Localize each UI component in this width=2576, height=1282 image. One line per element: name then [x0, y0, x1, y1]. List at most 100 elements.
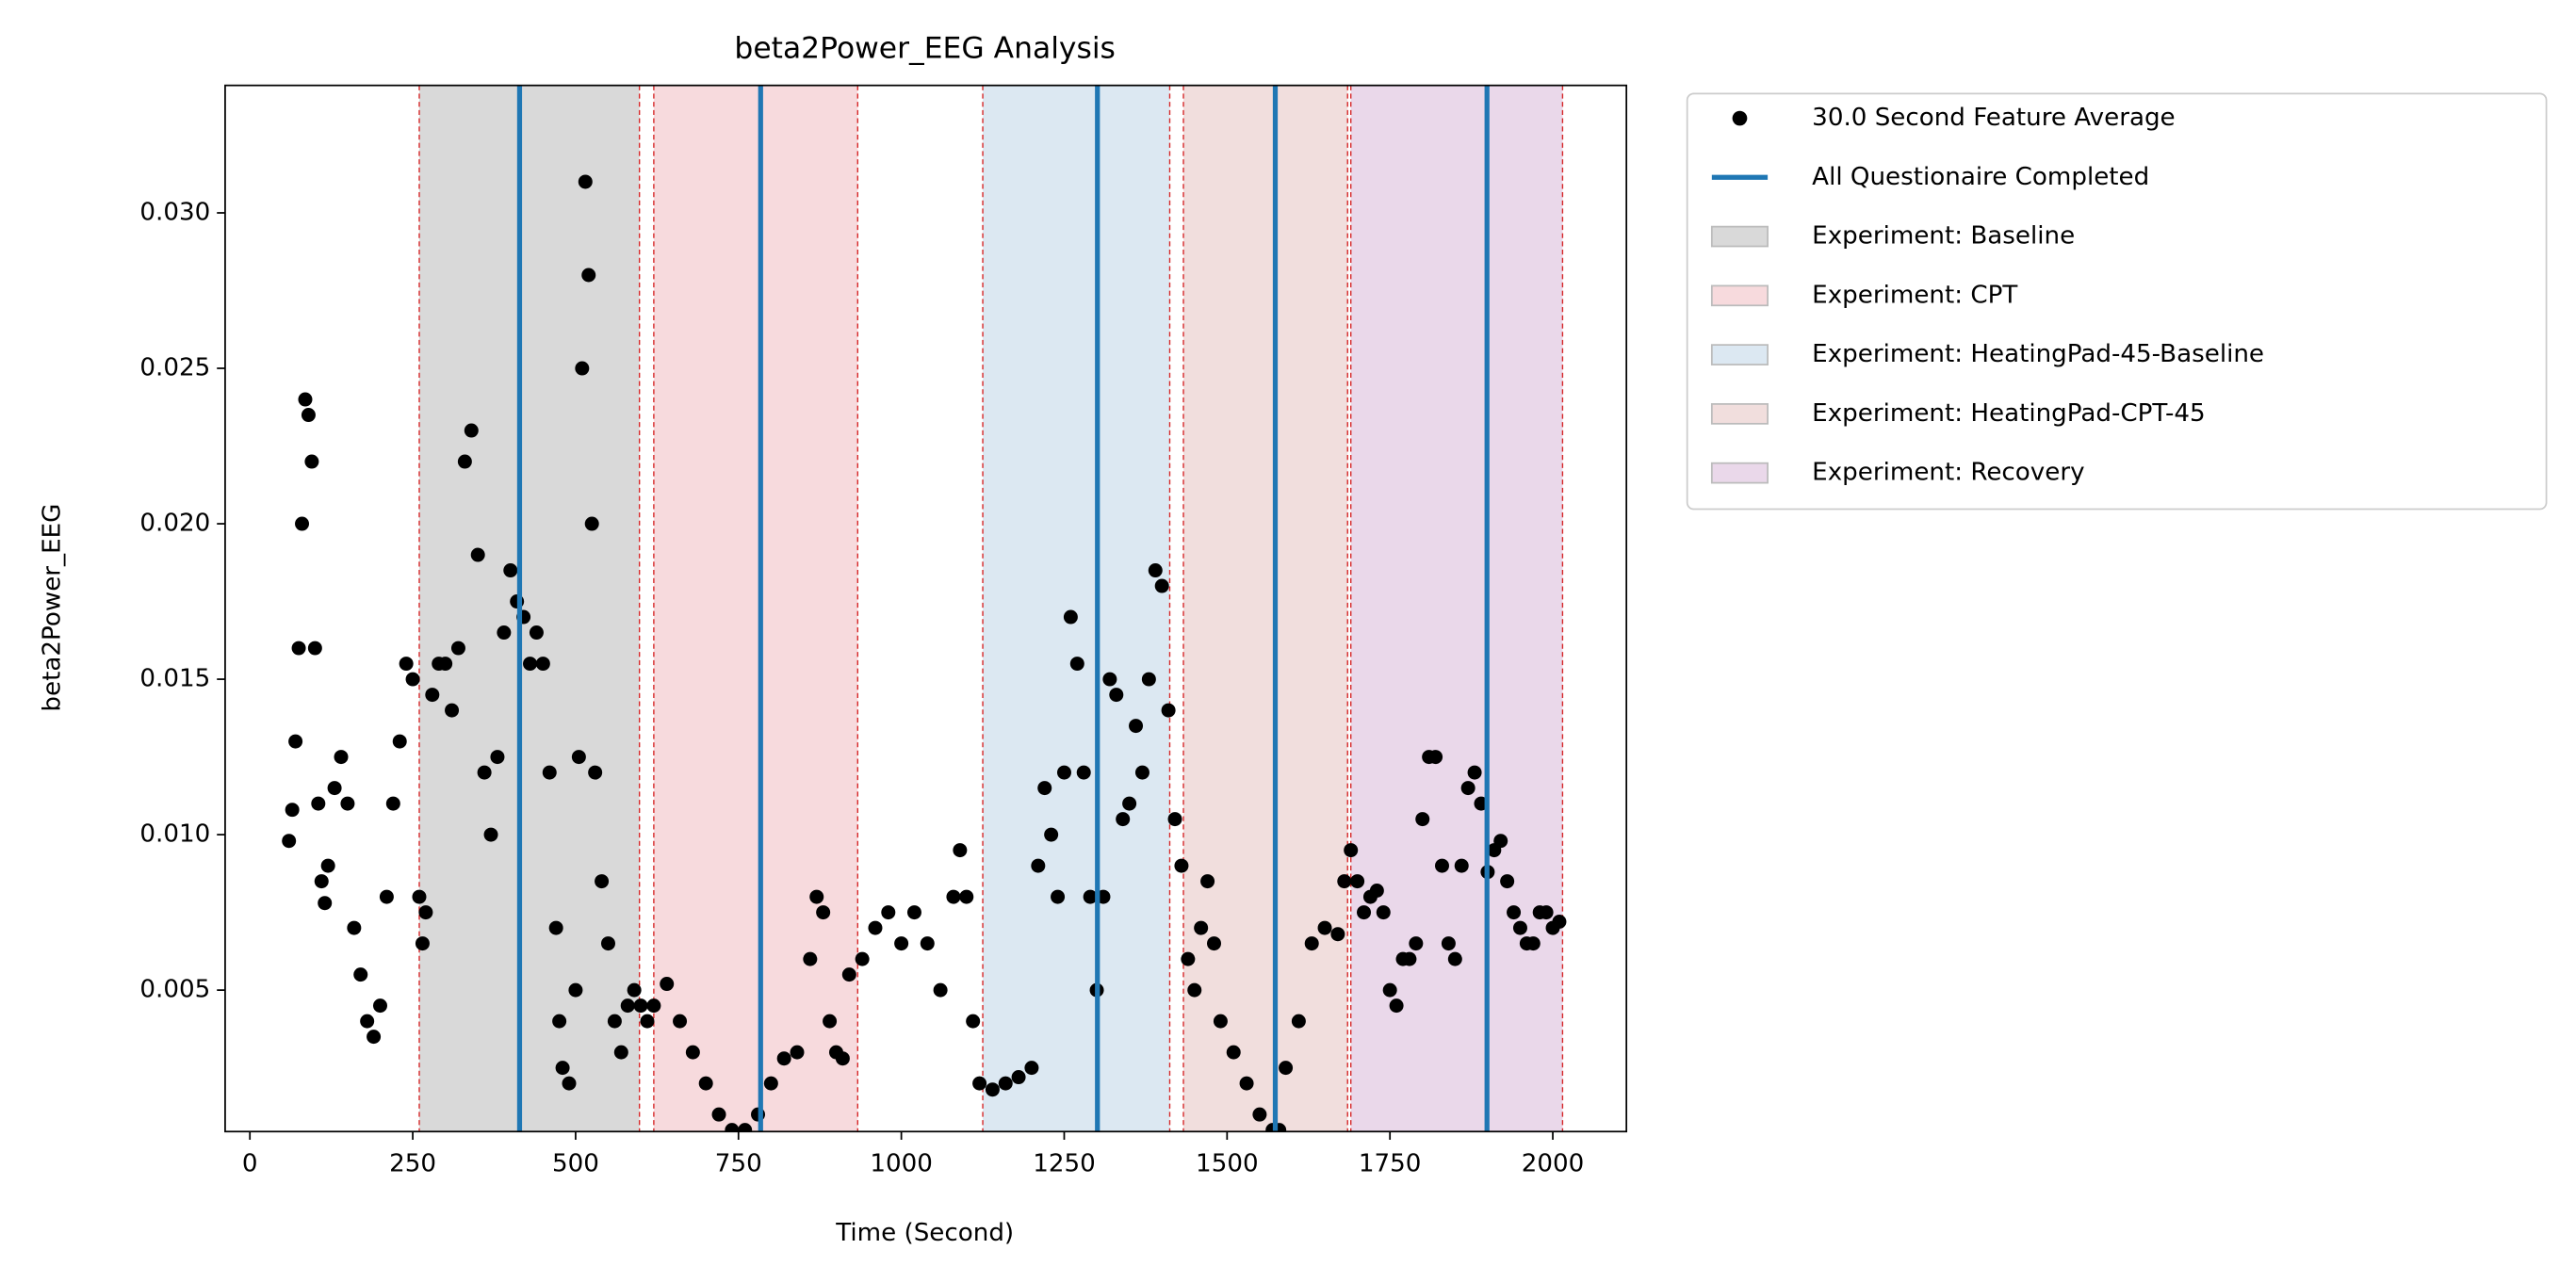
data-point — [548, 920, 563, 935]
legend-marker — [1732, 110, 1748, 126]
data-point — [1161, 703, 1176, 718]
data-point — [405, 672, 420, 687]
data-point — [298, 392, 313, 407]
data-point — [503, 563, 518, 578]
data-point — [1051, 889, 1066, 904]
data-point — [1024, 1061, 1039, 1076]
data-point — [920, 936, 935, 951]
legend-label: Experiment: Baseline — [1812, 222, 2075, 251]
data-point — [523, 657, 538, 672]
data-point — [1116, 812, 1131, 827]
data-point — [367, 1030, 382, 1045]
data-point — [288, 734, 303, 749]
data-point — [415, 936, 430, 951]
data-point — [640, 1014, 655, 1029]
data-point — [946, 889, 961, 904]
data-point — [1415, 812, 1430, 827]
data-point — [1454, 858, 1469, 873]
data-point — [529, 625, 544, 641]
data-point — [1239, 1076, 1254, 1091]
data-point — [360, 1014, 375, 1029]
data-point — [588, 765, 603, 780]
data-point — [1200, 874, 1215, 889]
data-point — [1187, 982, 1202, 998]
data-point — [340, 796, 355, 811]
data-point — [295, 516, 310, 531]
data-point — [985, 1082, 1000, 1097]
data-point — [1044, 827, 1059, 842]
legend: 30.0 Second Feature Average All Questiona… — [1686, 92, 2548, 511]
data-point — [809, 889, 824, 904]
data-point — [1435, 858, 1449, 873]
data-point — [1409, 936, 1424, 951]
data-point — [1279, 1061, 1294, 1076]
data-point — [568, 982, 583, 998]
data-point — [314, 874, 329, 889]
data-point — [1122, 796, 1137, 811]
data-point — [450, 641, 465, 656]
data-point — [1174, 858, 1189, 873]
legend-marker — [1710, 462, 1769, 484]
data-point — [1507, 905, 1522, 920]
data-point — [412, 889, 427, 904]
data-point — [477, 765, 492, 780]
data-point — [1037, 781, 1052, 796]
data-point — [483, 827, 498, 842]
data-point — [1252, 1107, 1267, 1122]
data-point — [953, 843, 968, 858]
span — [418, 85, 640, 1132]
data-point — [285, 803, 300, 818]
data-point — [581, 268, 596, 283]
data-point — [998, 1076, 1013, 1091]
data-point — [1500, 874, 1515, 889]
y-tick-label: 0.005 — [139, 976, 210, 1004]
plot-area — [282, 85, 1567, 1132]
data-point — [457, 454, 472, 469]
data-point — [906, 905, 921, 920]
x-tick-label: 500 — [552, 1150, 599, 1178]
x-tick-label: 250 — [389, 1150, 436, 1178]
span — [1350, 85, 1563, 1132]
data-point — [685, 1045, 700, 1060]
data-point — [1134, 765, 1149, 780]
data-point — [291, 641, 306, 656]
data-point — [1194, 920, 1209, 935]
data-point — [372, 998, 387, 1014]
x-tick-label: 750 — [715, 1150, 762, 1178]
legend-marker — [1710, 225, 1769, 248]
data-point — [1011, 1070, 1026, 1085]
data-point — [425, 688, 440, 703]
legend-label: Experiment: HeatingPad-CPT-45 — [1812, 399, 2206, 428]
data-point — [490, 750, 505, 765]
data-point — [1226, 1045, 1241, 1060]
axes-frame — [224, 84, 1628, 1133]
data-point — [1402, 951, 1417, 966]
data-point — [1344, 843, 1359, 858]
x-tick-label: 1000 — [870, 1150, 933, 1178]
data-point — [1337, 874, 1352, 889]
data-point — [841, 967, 856, 982]
data-point — [1376, 905, 1391, 920]
data-point — [1056, 765, 1071, 780]
data-point — [894, 936, 909, 951]
data-point — [542, 765, 557, 780]
legend-label: Experiment: CPT — [1812, 281, 2018, 309]
y-tick-label: 0.015 — [139, 665, 210, 693]
data-point — [464, 423, 479, 438]
data-point — [1382, 982, 1397, 998]
axes: 0 250 500 750 1000 1250 1500 1750 2000 0.005 0.010… — [139, 198, 1584, 1177]
data-point — [584, 516, 599, 531]
data-point — [318, 896, 333, 911]
legend-marker — [1710, 344, 1769, 365]
data-point — [347, 920, 362, 935]
data-point — [803, 951, 818, 966]
data-point — [1357, 905, 1372, 920]
data-point — [1291, 1014, 1306, 1029]
data-point — [966, 1014, 981, 1029]
data-point — [353, 967, 368, 982]
legend-box — [1686, 92, 2548, 511]
data-point — [1350, 874, 1365, 889]
data-point — [633, 998, 648, 1014]
data-point — [307, 641, 322, 656]
data-point — [646, 998, 661, 1014]
